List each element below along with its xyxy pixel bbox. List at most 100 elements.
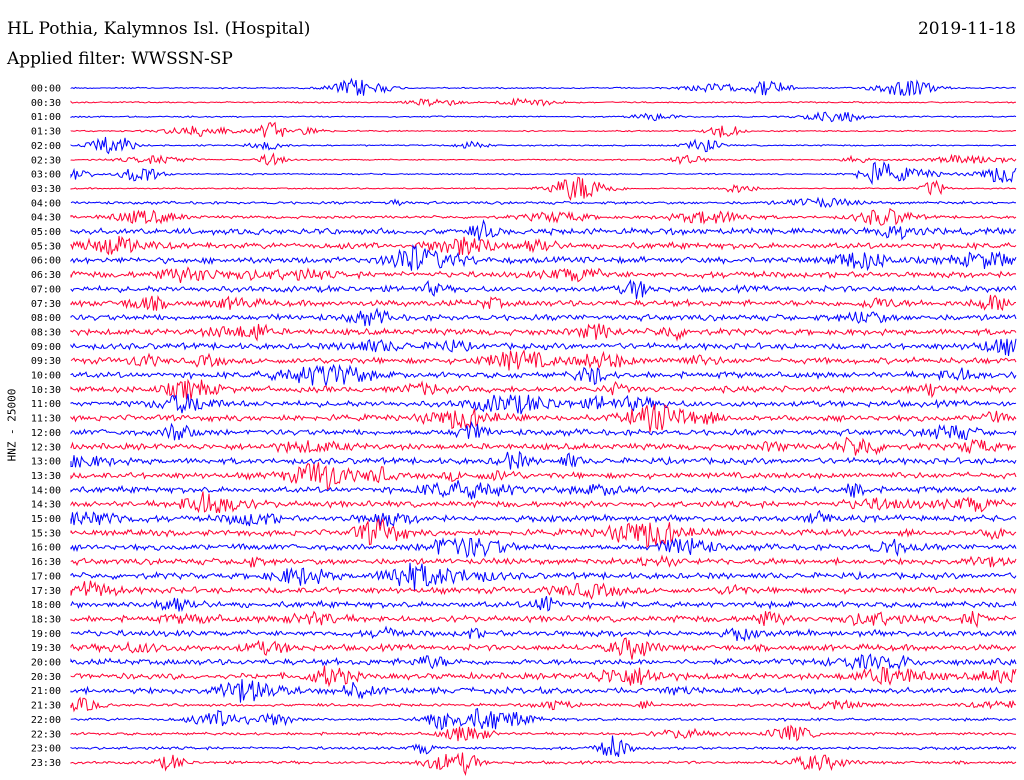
- row-label: 03:30: [31, 184, 61, 195]
- row-label: 06:00: [31, 256, 61, 267]
- row-label: 16:00: [31, 543, 61, 554]
- trace-line: [70, 349, 1017, 371]
- trace-line: [70, 462, 1017, 491]
- trace-line: [70, 450, 1017, 470]
- trace-line: [70, 610, 1017, 629]
- trace-line: [70, 403, 1017, 433]
- row-label: 23:00: [31, 744, 61, 755]
- row-label: 20:30: [31, 672, 61, 683]
- trace-line: [70, 121, 1017, 138]
- row-label: 21:30: [31, 701, 61, 712]
- row-label: 01:00: [31, 112, 61, 123]
- trace-line: [70, 307, 1017, 327]
- trace-line: [70, 696, 1017, 713]
- trace-line: [70, 136, 1017, 155]
- trace-line: [70, 219, 1017, 241]
- trace-line: [70, 378, 1017, 400]
- row-label: 05:00: [31, 227, 61, 238]
- row-label: 14:30: [31, 500, 61, 511]
- row-label: 16:30: [31, 557, 61, 568]
- trace-line: [70, 338, 1017, 356]
- trace-line: [70, 665, 1017, 688]
- row-label: 12:00: [31, 428, 61, 439]
- row-label: 04:30: [31, 213, 61, 224]
- trace-line: [70, 77, 1017, 96]
- row-label: 18:30: [31, 614, 61, 625]
- trace-line: [70, 294, 1017, 312]
- row-label: 15:00: [31, 514, 61, 525]
- trace-line: [70, 266, 1017, 284]
- row-label: 18:00: [31, 600, 61, 611]
- trace-line: [70, 420, 1017, 441]
- row-label: 17:30: [31, 586, 61, 597]
- row-label: 19:00: [31, 629, 61, 640]
- row-label: 06:30: [31, 270, 61, 281]
- row-label: 05:30: [31, 241, 61, 252]
- trace-line: [70, 160, 1017, 186]
- row-label: 02:30: [31, 155, 61, 166]
- trace-line: [70, 97, 1017, 108]
- filter-label: Applied filter: WWSSN-SP: [7, 49, 233, 69]
- trace-line: [70, 637, 1017, 660]
- trace-line: [70, 562, 1017, 591]
- trace-line: [70, 480, 1017, 500]
- row-label: 11:00: [31, 399, 61, 410]
- row-label: 09:30: [31, 356, 61, 367]
- row-label: 00:00: [31, 84, 61, 95]
- row-label: 13:00: [31, 457, 61, 468]
- row-label: 23:30: [31, 758, 61, 769]
- trace-line: [70, 176, 1017, 201]
- trace-line: [70, 323, 1017, 342]
- row-label: 09:00: [31, 342, 61, 353]
- trace-line: [70, 580, 1017, 601]
- row-label: 12:30: [31, 442, 61, 453]
- row-label: 22:00: [31, 715, 61, 726]
- trace-line: [70, 554, 1017, 568]
- trace-line: [70, 653, 1017, 671]
- trace-line: [70, 111, 1017, 123]
- date-label: 2019-11-18: [917, 19, 1016, 39]
- row-label: 21:00: [31, 686, 61, 697]
- trace-line: [70, 707, 1017, 731]
- trace-line: [70, 509, 1017, 527]
- row-label: 10:30: [31, 385, 61, 396]
- row-label: 03:00: [31, 170, 61, 181]
- row-label: 08:00: [31, 313, 61, 324]
- trace-line: [70, 735, 1017, 757]
- trace-line: [70, 537, 1017, 559]
- trace-line: [70, 436, 1017, 456]
- row-label: 08:30: [31, 327, 61, 338]
- trace-line: [70, 596, 1017, 612]
- row-label: 07:00: [31, 284, 61, 295]
- trace-line: [70, 207, 1017, 226]
- row-label: 02:00: [31, 141, 61, 152]
- row-label: 11:30: [31, 414, 61, 425]
- trace-line: [70, 152, 1017, 166]
- row-label: 10:00: [31, 371, 61, 382]
- trace-line: [70, 491, 1017, 514]
- trace-line: [70, 625, 1017, 642]
- trace-line: [70, 279, 1017, 299]
- station-title: HL Pothia, Kalymnos Isl. (Hospital): [7, 19, 311, 39]
- trace-line: [70, 244, 1017, 272]
- trace-line: [70, 363, 1017, 386]
- row-label: 15:30: [31, 528, 61, 539]
- row-label: 17:00: [31, 571, 61, 582]
- row-label: 04:00: [31, 198, 61, 209]
- trace-line: [70, 517, 1017, 548]
- row-label: 13:30: [31, 471, 61, 482]
- trace-line: [70, 196, 1016, 209]
- row-label: 01:30: [31, 127, 61, 138]
- row-label: 14:00: [31, 485, 61, 496]
- trace-line: [70, 679, 1017, 703]
- row-label: 19:30: [31, 643, 61, 654]
- row-label: 22:30: [31, 729, 61, 740]
- trace-line: [70, 752, 1017, 777]
- trace-line: [70, 393, 1017, 415]
- row-label: 07:30: [31, 299, 61, 310]
- row-label: 00:30: [31, 98, 61, 109]
- trace-line: [70, 724, 1016, 742]
- trace-line: [70, 235, 1017, 256]
- row-label: 20:00: [31, 658, 61, 669]
